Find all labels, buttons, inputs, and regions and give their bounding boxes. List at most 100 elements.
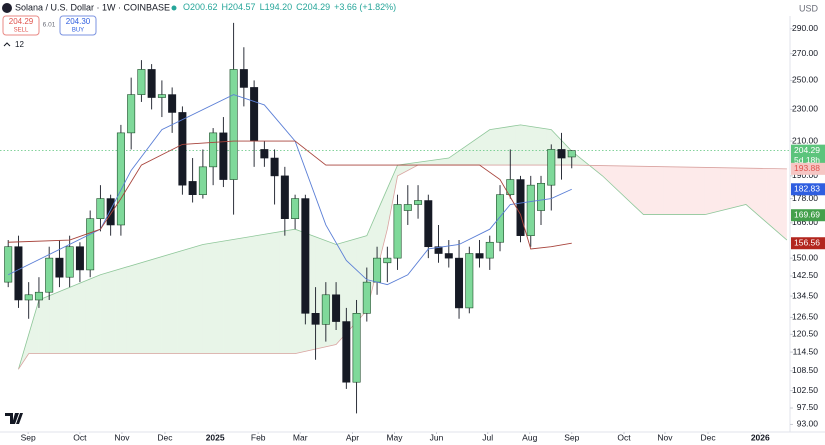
- cloud-fill: [177, 250, 183, 354]
- cloud-fill: [279, 230, 285, 354]
- cloud-fill: [295, 229, 301, 354]
- sell-price: 204.29: [9, 17, 34, 26]
- cloud-fill: [192, 245, 198, 354]
- ohlc-value: O200.62: [183, 2, 218, 12]
- cloud-fill: [202, 243, 209, 354]
- y-tick-label: 126.50: [792, 312, 818, 322]
- cloud-fill: [704, 167, 711, 215]
- cloud-fill: [382, 187, 388, 248]
- price-marker-label: 156.56: [794, 237, 820, 247]
- price-marker-label: 193.88: [794, 163, 820, 173]
- y-tick-label: 93.00: [797, 419, 819, 429]
- indicator-count: 12: [15, 40, 24, 49]
- x-tick-label: May: [386, 432, 403, 442]
- buy-button[interactable]: [59, 15, 97, 36]
- candle-body: [168, 94, 177, 113]
- logo: [5, 413, 23, 424]
- cloud-fill: [484, 129, 490, 166]
- candle-body: [270, 157, 279, 177]
- y-tick-label: 270.00: [792, 48, 818, 58]
- cloud-fill: [284, 230, 290, 354]
- cloud-fill: [90, 276, 96, 354]
- cloud-fill: [269, 232, 275, 354]
- cloud-fill: [146, 259, 152, 354]
- collapse-caret[interactable]: [3, 42, 11, 47]
- cloud-fill: [653, 166, 659, 215]
- y-tick-label: 108.50: [792, 365, 818, 375]
- price-marker-label: 182.83: [794, 184, 820, 194]
- cloud-fill: [648, 166, 654, 215]
- x-tick-label: Dec: [157, 432, 173, 442]
- cloud-fill: [597, 165, 603, 176]
- cloud-fill: [689, 167, 695, 215]
- cloud-fill: [351, 238, 357, 328]
- cloud-fill: [515, 124, 521, 166]
- x-tick-label: Oct: [73, 432, 87, 442]
- indicator-line: [7, 94, 572, 286]
- ohlc: O200.62 H204.57 L194.20 C204.29 +3.66 (+1.82…: [183, 2, 396, 12]
- cloud-fill: [100, 273, 106, 354]
- candle-body: [280, 175, 289, 219]
- sell-button[interactable]: [2, 15, 40, 36]
- x-tick-label: Nov: [114, 432, 130, 442]
- symbol-title: Solana / U.S. Dollar · 1W · COINBASE: [15, 2, 170, 12]
- x-tick-label: Mar: [293, 432, 308, 442]
- candle-body: [567, 150, 576, 158]
- candle-body: [147, 69, 156, 98]
- candle-body: [362, 281, 371, 314]
- cloud-fill: [161, 254, 168, 354]
- ohlc-value: H204.57: [222, 2, 256, 12]
- candle-body: [188, 181, 197, 195]
- indicator-line: [8, 140, 572, 250]
- price-marker: [791, 209, 825, 222]
- cloud-fill: [79, 280, 86, 354]
- cloud-fill: [228, 239, 234, 354]
- cloud-fill: [428, 160, 434, 166]
- candle-body: [55, 257, 64, 278]
- candle-body: [557, 149, 566, 159]
- candle-body: [198, 166, 207, 195]
- cloud-fill: [110, 270, 116, 354]
- cloud-fill: [453, 150, 460, 166]
- cloud-fill: [151, 257, 157, 354]
- status-dot: [171, 5, 177, 11]
- y-tick-label: 250.00: [792, 75, 818, 85]
- x-tick-label: Dec: [700, 432, 716, 442]
- cloud-fill: [489, 128, 495, 166]
- cloud-fill: [576, 155, 582, 166]
- candle-body: [157, 94, 166, 98]
- cloud-fill: [459, 147, 465, 166]
- candle-body: [516, 179, 525, 236]
- cloud-fill: [448, 154, 454, 166]
- cloud-fill: [766, 168, 772, 227]
- candle-body: [383, 257, 392, 264]
- symbol-icon: [2, 3, 12, 13]
- cloud-fill: [628, 166, 634, 205]
- candle-body: [96, 198, 105, 219]
- cloud-fill: [776, 168, 782, 236]
- cloud-fill: [710, 167, 716, 214]
- cloud-fill: [69, 285, 75, 354]
- cloud-fill: [684, 167, 690, 215]
- cloud-fill: [720, 167, 726, 211]
- cloud-fill: [136, 262, 142, 354]
- cloud-fill: [218, 241, 224, 354]
- cloud-fill: [469, 140, 475, 166]
- ohlc-value: +3.66 (+1.82%): [334, 2, 396, 12]
- candle-body: [424, 200, 433, 248]
- candle-body: [34, 291, 43, 301]
- x-tick-label: Sep: [564, 432, 579, 442]
- cloud-fill: [259, 234, 265, 354]
- cloud-fill: [341, 241, 347, 339]
- candle-body: [239, 69, 248, 88]
- indicator-line: [18, 124, 788, 370]
- cloud-fill: [54, 291, 60, 354]
- cloud-fill: [115, 268, 121, 354]
- y-tick-label: 150.00: [792, 252, 818, 262]
- candle-body: [393, 204, 402, 259]
- candle-body: [403, 204, 412, 211]
- candle-body: [14, 246, 23, 301]
- x-tick-label: 2025: [206, 432, 225, 442]
- x-tick-label: Feb: [251, 432, 266, 442]
